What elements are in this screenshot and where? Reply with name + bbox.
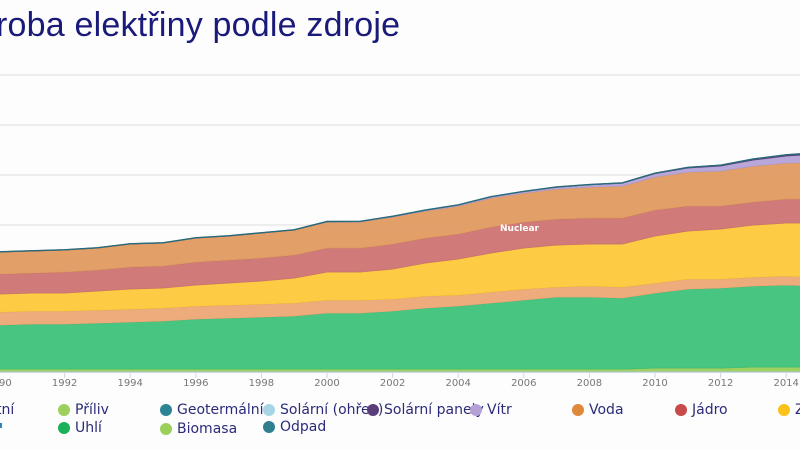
x-axis-ticks xyxy=(64,372,787,378)
legend-label: Jádro xyxy=(692,402,728,418)
nuclear-annotation: Nuclear xyxy=(500,224,539,234)
legend-dot-icon xyxy=(675,404,687,416)
legend-item[interactable]: ▪ xyxy=(0,420,3,431)
x-tick-label: 2010 xyxy=(642,378,668,389)
legend-label: Odpad xyxy=(280,419,327,435)
legend-label: Z xyxy=(795,402,800,418)
stacked-areas xyxy=(0,152,800,372)
legend-dot-icon xyxy=(367,404,379,416)
legend-item[interactable]: Geotermální xyxy=(160,402,264,418)
legend-label: Solární (ohřev) xyxy=(280,402,384,418)
legend-dot-icon xyxy=(263,404,275,416)
legend-item[interactable]: Vítr xyxy=(470,402,512,418)
legend-label: Solární panely xyxy=(384,402,484,418)
legend-item[interactable]: tní xyxy=(0,402,14,418)
chart-title: roba elektřiny podle zdroje xyxy=(0,6,401,44)
legend-label: Biomasa xyxy=(177,421,238,437)
legend-dot-icon xyxy=(572,404,584,416)
x-tick-label: 2006 xyxy=(511,378,537,389)
x-tick-label: 2014 xyxy=(773,378,799,389)
legend-label: ▪ xyxy=(0,420,3,431)
legend-dot-icon xyxy=(778,404,790,416)
legend-label: Vítr xyxy=(487,402,512,418)
legend-dot-icon xyxy=(160,423,172,435)
legend-item[interactable]: Příliv xyxy=(58,402,109,418)
area-edge xyxy=(0,153,800,252)
legend-dot-icon xyxy=(58,404,70,416)
legend-item[interactable]: Voda xyxy=(572,402,624,418)
legend-item[interactable]: Z xyxy=(778,402,800,418)
x-tick-label: 2000 xyxy=(314,378,340,389)
legend-label: Geotermální xyxy=(177,402,264,418)
legend-dot-icon xyxy=(470,404,482,416)
legend-dot-icon xyxy=(160,404,172,416)
legend-label: Voda xyxy=(589,402,624,418)
legend-dot-icon xyxy=(58,422,70,434)
legend-item[interactable]: Jádro xyxy=(675,402,728,418)
legend-dot-icon xyxy=(263,421,275,433)
x-tick-label: 1994 xyxy=(117,378,143,389)
legend-label: Uhlí xyxy=(75,420,102,436)
x-tick-label: 1992 xyxy=(51,378,78,389)
legend-label: tní xyxy=(0,402,15,418)
legend-item[interactable]: Solární panely xyxy=(367,402,484,418)
x-tick-label: 2002 xyxy=(379,378,406,389)
area-odpad[interactable] xyxy=(0,152,800,253)
legend-item[interactable]: Uhlí xyxy=(58,420,102,436)
legend-item[interactable]: Odpad xyxy=(263,419,326,435)
legend-item[interactable]: Solární (ohřev) xyxy=(263,402,383,418)
legend-item[interactable]: Biomasa xyxy=(160,421,237,437)
x-tick-label: 1998 xyxy=(248,378,275,389)
x-tick-label: 2012 xyxy=(707,378,734,389)
x-tick-label: 2004 xyxy=(445,378,471,389)
x-tick-label: 1996 xyxy=(183,378,209,389)
x-tick-label: 1990 xyxy=(0,378,12,389)
x-tick-label: 2008 xyxy=(576,378,603,389)
legend-label: Příliv xyxy=(75,402,109,418)
